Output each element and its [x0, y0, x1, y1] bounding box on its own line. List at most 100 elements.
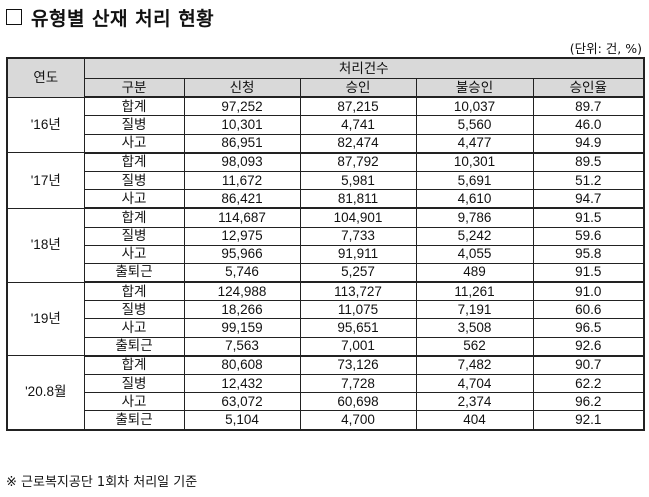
row-rejected: 2,374	[415, 392, 534, 412]
row-applied: 18,266	[183, 300, 301, 320]
row-rejected: 11,261	[415, 281, 534, 302]
row-approved: 60,698	[299, 392, 417, 412]
row-rejected: 489	[415, 262, 534, 284]
table-row: 사고 99,159 95,651 3,508 96.5	[7, 318, 645, 338]
row-type: 사고	[83, 318, 185, 338]
row-rejected: 10,301	[415, 152, 534, 172]
table-row: 질병 12,432 7,728 4,704 62.2	[7, 373, 645, 394]
row-approved: 87,215	[299, 96, 417, 117]
row-type: 합계	[83, 96, 185, 117]
row-approval-rate: 94.9	[532, 133, 645, 154]
table-row: 출퇴근 5,104 4,700 404 92.1	[7, 410, 645, 431]
table-row: 사고 95,966 91,911 4,055 95.8	[7, 244, 645, 264]
year-group: '18년 합계 114,687 104,901 9,786 91.5 질병 12,975 7,7…	[6, 207, 645, 284]
row-type: 사고	[83, 133, 185, 154]
row-applied: 63,072	[183, 392, 301, 412]
row-approved: 81,811	[299, 189, 417, 210]
row-type: 질병	[83, 300, 185, 320]
row-approved: 73,126	[299, 355, 417, 375]
row-applied: 12,975	[183, 226, 301, 246]
table-row: '19년 합계 124,988 113,727 11,261 91.0	[6, 281, 645, 357]
footnote: ※ 근로복지공단 1회차 처리일 기준	[6, 475, 198, 490]
row-type: 사고	[83, 244, 185, 264]
year-group: '19년 합계 124,988 113,727 11,261 91.0 질병 18,266 11…	[6, 281, 645, 357]
row-approval-rate: 92.1	[532, 410, 645, 431]
year-cell: '17년	[6, 152, 85, 209]
table-row: 사고 86,951 82,474 4,477 94.9	[7, 133, 645, 154]
row-approval-rate: 51.2	[532, 170, 645, 191]
row-applied: 80,608	[183, 355, 301, 375]
row-rejected: 4,610	[415, 189, 534, 210]
row-applied: 124,988	[183, 281, 301, 302]
row-approved: 95,651	[299, 318, 417, 338]
table-row: 질병 11,672 5,981 5,691 51.2	[7, 170, 645, 191]
row-applied: 11,672	[183, 170, 301, 191]
row-approval-rate: 46.0	[532, 115, 645, 135]
row-type: 합계	[83, 152, 185, 172]
row-approval-rate: 62.2	[532, 373, 645, 394]
row-applied: 86,951	[183, 133, 301, 154]
row-approved: 104,901	[299, 207, 417, 228]
row-rejected: 7,482	[415, 355, 534, 375]
row-approval-rate: 89.5	[532, 152, 645, 172]
row-approval-rate: 91.0	[532, 281, 645, 302]
year-group: '16년 합계 97,252 87,215 10,037 89.7 질병 10,301 4,74…	[6, 96, 645, 154]
row-approval-rate: 96.5	[532, 318, 645, 338]
table-row: 사고 63,072 60,698 2,374 96.2	[7, 392, 645, 412]
table-row: 사고 86,421 81,811 4,610 94.7	[7, 189, 645, 210]
row-approved: 7,728	[299, 373, 417, 394]
row-rejected: 9,786	[415, 207, 534, 228]
table-row: 출퇴근 5,746 5,257 489 91.5	[7, 262, 645, 284]
row-type: 질병	[83, 226, 185, 246]
checkbox-square-icon	[6, 9, 22, 25]
row-approval-rate: 90.7	[532, 355, 645, 375]
row-applied: 114,687	[183, 207, 301, 228]
row-approval-rate: 60.6	[532, 300, 645, 320]
row-approved: 4,700	[299, 410, 417, 431]
row-type: 사고	[83, 189, 185, 210]
header-year: 연도	[6, 57, 85, 98]
row-approved: 7,001	[299, 336, 417, 357]
row-type: 합계	[83, 355, 185, 375]
row-rejected: 10,037	[415, 96, 534, 117]
header-group: 처리건수	[83, 57, 645, 79]
row-type: 출퇴근	[83, 336, 185, 357]
table-row: 질병 10,301 4,741 5,560 46.0	[7, 115, 645, 135]
header-approval-rate: 승인율	[532, 78, 645, 99]
row-approved: 11,075	[299, 300, 417, 320]
row-approval-rate: 91.5	[532, 262, 645, 284]
row-applied: 5,746	[183, 262, 301, 284]
header-approved: 승인	[299, 78, 417, 99]
row-applied: 5,104	[183, 410, 301, 431]
table-row: '18년 합계 114,687 104,901 9,786 91.5	[6, 207, 645, 283]
header-rejected: 불승인	[415, 78, 534, 99]
row-type: 질병	[83, 170, 185, 191]
row-approved: 91,911	[299, 244, 417, 264]
row-rejected: 562	[415, 336, 534, 357]
row-rejected: 7,191	[415, 300, 534, 320]
page-title: 유형별 산재 처리 현황	[6, 5, 215, 30]
year-cell: '19년	[6, 281, 85, 357]
row-approved: 5,981	[299, 170, 417, 191]
table-row: 출퇴근 7,563 7,001 562 92.6	[7, 336, 645, 357]
table-row: '17년 합계 98,093 87,792 10,301 89.5	[6, 152, 645, 209]
row-approved: 87,792	[299, 152, 417, 172]
header-applied: 신청	[183, 78, 301, 99]
row-type: 사고	[83, 392, 185, 412]
row-applied: 10,301	[183, 115, 301, 135]
table-row: 질병 18,266 11,075 7,191 60.6	[7, 300, 645, 320]
row-approved: 4,741	[299, 115, 417, 135]
year-cell: '20.8월	[6, 355, 85, 431]
title-text: 유형별 산재 처리 현황	[31, 7, 215, 30]
row-type: 합계	[83, 281, 185, 302]
row-type: 질병	[83, 373, 185, 394]
row-applied: 86,421	[183, 189, 301, 210]
row-rejected: 3,508	[415, 318, 534, 338]
row-rejected: 5,691	[415, 170, 534, 191]
row-approval-rate: 94.7	[532, 189, 645, 210]
row-rejected: 4,055	[415, 244, 534, 264]
row-approved: 7,733	[299, 226, 417, 246]
row-type: 출퇴근	[83, 410, 185, 431]
row-rejected: 5,242	[415, 226, 534, 246]
row-approved: 5,257	[299, 262, 417, 284]
